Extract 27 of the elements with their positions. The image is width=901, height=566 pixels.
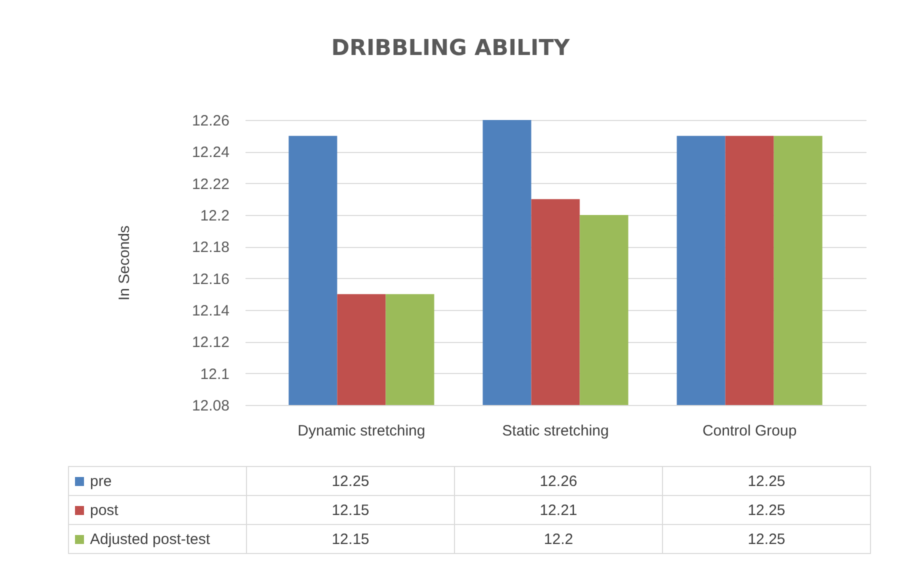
data-label: 12.25 xyxy=(662,496,870,524)
legend-label: post xyxy=(68,496,246,524)
y-tick-label: 12.24 xyxy=(192,144,230,162)
chart-title: DRIBBLING ABILITY xyxy=(330,36,571,61)
data-label: 12.25 xyxy=(246,466,454,496)
y-tick-label: 12.18 xyxy=(192,239,230,256)
data-label: 12.26 xyxy=(454,466,662,496)
data-label: 12.15 xyxy=(246,524,454,554)
y-tick-label: 12.16 xyxy=(192,270,230,288)
y-tick-label: 12.22 xyxy=(192,176,230,193)
y-tick-label: 12.08 xyxy=(192,398,230,414)
y-tick-label: 12.2 xyxy=(200,208,230,224)
legend-label: pre xyxy=(68,466,246,496)
data-label: 12.2 xyxy=(454,524,662,554)
data-label: 12.15 xyxy=(246,496,454,524)
y-tick-label: 12.14 xyxy=(192,302,230,320)
data-label: 12.25 xyxy=(662,524,870,554)
y-tick-label: 12.12 xyxy=(192,334,230,352)
y-tick-label: 12.26 xyxy=(192,112,230,130)
y-tick-label: 12.1 xyxy=(200,366,230,383)
x-tick-label: Static stretching xyxy=(502,422,609,440)
data-label: 12.25 xyxy=(662,466,870,496)
x-tick-label: Control Group xyxy=(702,422,797,440)
x-tick-label: Dynamic stretching xyxy=(298,422,426,440)
data-label: 12.21 xyxy=(454,496,662,524)
legend-label: Adjusted post-test xyxy=(68,524,246,554)
y-axis-title: In Seconds xyxy=(116,225,133,301)
